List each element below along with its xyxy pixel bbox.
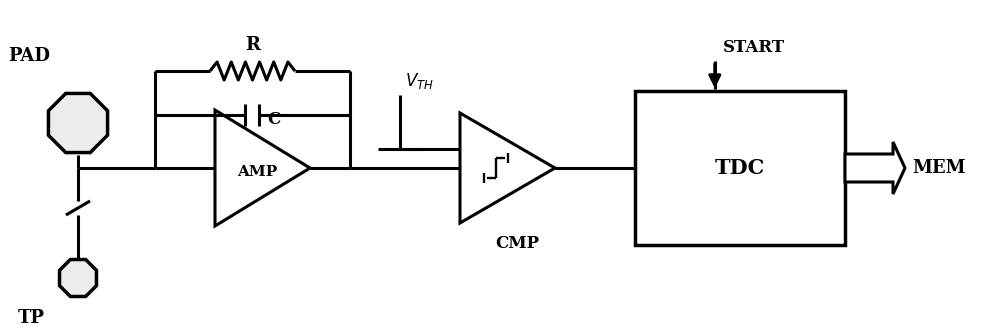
Bar <box>635 91 845 245</box>
Text: TDC: TDC <box>715 158 765 178</box>
Text: START: START <box>723 39 785 56</box>
Polygon shape <box>460 113 555 223</box>
Text: CMP: CMP <box>495 235 539 252</box>
Text: R: R <box>245 36 260 54</box>
Text: C: C <box>267 111 280 128</box>
Text: TP: TP <box>18 309 45 327</box>
Polygon shape <box>215 110 310 226</box>
Polygon shape <box>60 259 96 296</box>
Text: AMP: AMP <box>237 165 278 179</box>
Text: PAD: PAD <box>8 47 50 65</box>
Polygon shape <box>845 142 905 194</box>
Polygon shape <box>48 94 108 153</box>
Text: $V_{TH}$: $V_{TH}$ <box>405 71 434 91</box>
Text: MEM: MEM <box>912 159 966 177</box>
